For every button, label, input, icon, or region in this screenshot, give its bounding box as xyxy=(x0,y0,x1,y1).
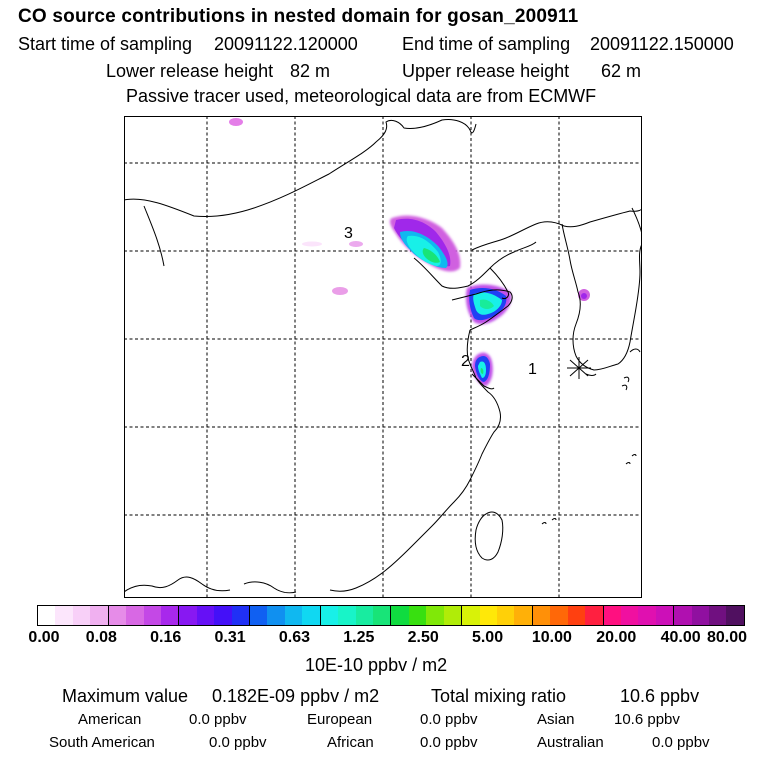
colorbar-cell xyxy=(178,606,197,625)
colorbar-cell xyxy=(55,606,73,625)
figure-title: CO source contributions in nested domain… xyxy=(18,6,579,27)
station-asterisk-icon xyxy=(567,357,591,379)
colorbar-cell xyxy=(726,606,744,625)
colorbar-tick-label: 0.08 xyxy=(85,629,117,646)
colorbar-cell xyxy=(231,606,250,625)
start-time-value: 20091122.120000 xyxy=(214,34,358,54)
map-frame xyxy=(124,116,642,598)
colorbar-tick-label: 0.63 xyxy=(278,629,311,646)
colorbar-tick-label: 0.16 xyxy=(150,629,182,646)
region-european-label: European xyxy=(307,711,373,728)
colorbar-tick-label: 20.00 xyxy=(596,629,637,646)
region-european-value: 0.0 ppbv xyxy=(420,711,478,728)
start-time-label: Start time of sampling xyxy=(18,34,193,54)
region-australian-value: 0.0 ppbv xyxy=(652,734,710,751)
minor-patches xyxy=(229,118,590,301)
colorbar-cell xyxy=(408,606,427,625)
colorbar-cell xyxy=(655,606,674,625)
colorbar-cell xyxy=(531,606,551,625)
colorbar-cell xyxy=(585,606,603,625)
colorbar-tick-label: 0.31 xyxy=(214,629,246,646)
upper-height-label: Upper release height xyxy=(402,61,570,81)
plume-shandong xyxy=(465,284,512,325)
region-south-american-label: South American xyxy=(49,734,155,751)
colorbar-cell xyxy=(709,606,727,625)
region-australian-label: Australian xyxy=(537,734,604,751)
colorbar-tick-label: 0.00 xyxy=(28,629,60,646)
region-asian-value: 10.6 ppbv xyxy=(614,711,680,728)
colorbar-cell xyxy=(461,606,480,625)
colorbar-tick-label: 5.00 xyxy=(471,629,504,646)
colorbar-tick-label: 40.00 xyxy=(660,629,701,646)
marker-2: 2 xyxy=(461,353,470,370)
tracer-note: Passive tracer used, meteorological data… xyxy=(126,86,597,106)
region-american-label: American xyxy=(78,711,142,728)
colorbar-tick-label: 80.00 xyxy=(706,629,748,646)
region-african-label: African xyxy=(327,734,374,751)
marker-3: 3 xyxy=(344,225,353,242)
colorbar-cell xyxy=(196,606,215,625)
colorbar-cell xyxy=(514,606,532,625)
colorbar-cell xyxy=(249,606,268,625)
total-mixing-label: Total mixing ratio xyxy=(431,686,567,706)
colorbar-cell xyxy=(302,606,320,625)
plume-shanghai xyxy=(472,352,493,386)
colorbar-cell xyxy=(38,606,56,625)
colorbar-cell xyxy=(107,606,127,625)
region-american-value: 0.0 ppbv xyxy=(189,711,247,728)
coastlines xyxy=(124,119,642,594)
map-canvas: 3 2 1 xyxy=(124,116,642,598)
upper-height-value: 62 m xyxy=(601,61,642,81)
colorbar-cell xyxy=(496,606,515,625)
colorbar-cell xyxy=(90,606,108,625)
lower-height-value: 82 m xyxy=(290,61,331,81)
colorbar-cell xyxy=(160,606,179,625)
colorbar-cell xyxy=(355,606,374,625)
colorbar-cell xyxy=(550,606,568,625)
lower-height-label: Lower release height xyxy=(106,61,274,81)
colorbar-cell xyxy=(319,606,339,625)
colorbar-tick-label: 10.00 xyxy=(531,629,572,646)
colorbar-cell xyxy=(338,606,356,625)
lat-lon-grid xyxy=(124,116,642,598)
marker-1: 1 xyxy=(528,361,537,378)
plume-beijing xyxy=(389,215,461,272)
colorbar-cell xyxy=(602,606,621,625)
end-time-value: 20091122.150000 xyxy=(590,34,734,54)
colorbar-cell xyxy=(673,606,692,625)
max-value-label: Maximum value xyxy=(62,686,189,706)
region-african-value: 0.0 ppbv xyxy=(420,734,478,751)
colorbar-cell xyxy=(638,606,656,625)
colorbar-cell xyxy=(267,606,285,625)
region-south-american-value: 0.0 ppbv xyxy=(209,734,267,751)
colorbar-cell xyxy=(143,606,161,625)
colorbar-cell xyxy=(567,606,586,625)
colorbar-cell xyxy=(373,606,391,625)
colorbar-cell xyxy=(443,606,462,625)
colorbar-cell xyxy=(284,606,303,625)
colorbar-cell xyxy=(479,606,497,625)
colorbar-cell xyxy=(620,606,639,625)
colorbar-cell xyxy=(126,606,144,625)
colorbar-cell xyxy=(72,606,91,625)
colorbar-cell xyxy=(214,606,232,625)
region-asian-label: Asian xyxy=(537,711,575,728)
total-mixing-value: 10.6 ppbv xyxy=(620,686,700,706)
map-panel: 3 2 1 xyxy=(124,116,642,598)
colorbar-units: 10E-10 ppbv / m2 xyxy=(305,655,448,675)
colorbar-tick-label: 2.50 xyxy=(407,629,439,646)
colorbar-cell xyxy=(691,606,710,625)
colorbar xyxy=(37,605,745,626)
end-time-label: End time of sampling xyxy=(402,34,571,54)
colorbar-cell xyxy=(426,606,444,625)
colorbar-cell xyxy=(390,606,409,625)
colorbar-tick-label: 1.25 xyxy=(343,629,375,646)
max-value: 0.182E-09 ppbv / m2 xyxy=(212,686,380,706)
